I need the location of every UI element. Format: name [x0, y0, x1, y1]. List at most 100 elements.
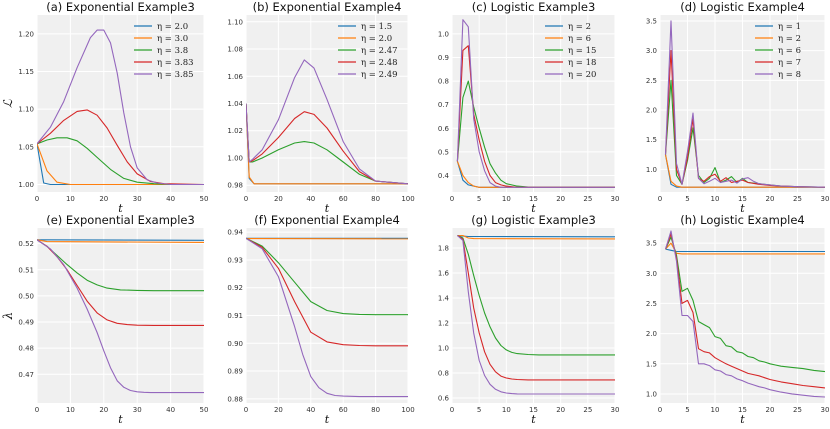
series-line — [246, 103, 408, 185]
x-tick-label: 15 — [738, 195, 747, 203]
x-tick-label: 25 — [793, 406, 802, 414]
x-tick-label: 15 — [738, 406, 747, 414]
y-tick-label: 1.06 — [227, 73, 243, 81]
x-tick-label: 20 — [274, 195, 283, 203]
series-line — [664, 154, 825, 188]
x-tick-label: 80 — [371, 406, 380, 414]
x-tick-label: 15 — [529, 406, 538, 414]
chart-panel: 0 10 20 30 40 50 0.47 0.48 0.49 0.50 0.51 0.52 (e) E… — [1, 213, 208, 426]
series-line — [665, 236, 825, 373]
chart-panel: 0 5 10 15 20 25 30 0.4 0.5 0.6 0.7 0.8 0.9 1.0 (c) Log… — [438, 0, 620, 215]
series-line — [457, 235, 615, 381]
series-group — [246, 59, 408, 185]
x-tick-label: 20 — [766, 195, 775, 203]
series-line — [456, 19, 615, 188]
x-tick-label: 5 — [477, 195, 481, 203]
legend: η = 1.5 η = 2.0 η = 2.47 η = 2.48 η = 2.49 — [338, 22, 398, 80]
series-line — [664, 230, 825, 398]
legend-entry: η = 1.5 — [361, 22, 392, 32]
legend-entry: η = 6 — [568, 34, 591, 44]
x-tick-label: 10 — [66, 406, 75, 414]
y-tick-label: 1.0 — [438, 30, 449, 38]
legend-entry: η = 2 — [568, 22, 591, 32]
x-axis-label: t — [531, 413, 536, 426]
y-tick-label: 0.8 — [438, 370, 449, 378]
series-line — [246, 103, 408, 185]
legend-entry: η = 7 — [778, 58, 801, 68]
x-tick-label: 30 — [133, 195, 142, 203]
series-line — [246, 237, 408, 316]
x-tick-label: 10 — [711, 195, 720, 203]
x-tick-label: 100 — [401, 195, 414, 203]
chart-panel: 0 5 10 15 20 25 30 1.0 1.5 2.0 2.5 3.0 3.5 (d) Logist… — [646, 0, 830, 215]
y-tick-label: 0.7 — [438, 101, 449, 109]
series-line — [457, 234, 615, 240]
legend-entry: η = 6 — [778, 46, 801, 56]
chart-panel: 0 5 10 15 20 25 30 1.0 1.5 2.0 2.5 3.0 3.5 (h) Logist… — [646, 213, 830, 426]
x-axis-label: t — [740, 202, 745, 215]
x-tick-label: 0 — [244, 406, 248, 414]
y-tick-label: 2.5 — [646, 77, 657, 85]
y-tick-label: 1.10 — [227, 18, 243, 26]
series-group — [664, 20, 825, 188]
x-axis-label: t — [740, 413, 745, 426]
series-line — [37, 137, 204, 186]
y-tick-label: 1.20 — [18, 30, 34, 38]
y-tick-label: 2.0 — [646, 107, 657, 115]
x-tick-label: 100 — [401, 406, 414, 414]
y-tick-label: 1.5 — [646, 360, 657, 368]
y-tick-label: 2.0 — [646, 330, 657, 338]
x-tick-label: 40 — [306, 406, 315, 414]
x-tick-label: 20 — [556, 195, 565, 203]
chart-panel: 0 10 20 30 40 50 1.00 1.05 1.10 1.15 1.20 (a) Expon… — [1, 0, 208, 215]
y-tick-label: 1.05 — [18, 143, 34, 151]
y-tick-label: 1.10 — [18, 106, 34, 114]
y-tick-label: 1.5 — [646, 136, 657, 144]
x-axis-label: t — [325, 413, 330, 426]
plot-area — [37, 15, 204, 192]
y-tick-label: 1.00 — [18, 181, 34, 189]
y-tick-label: 0.89 — [227, 368, 243, 376]
x-tick-label: 10 — [502, 406, 511, 414]
x-tick-label: 80 — [371, 195, 380, 203]
y-tick-label: 0.51 — [18, 266, 34, 274]
y-tick-label: 0.50 — [18, 292, 34, 300]
y-tick-label: 1.0 — [438, 345, 449, 353]
series-group — [37, 29, 204, 186]
series-group — [456, 19, 615, 188]
x-tick-label: 0 — [35, 406, 39, 414]
y-tick-label: 1.08 — [227, 46, 243, 54]
series-line — [37, 143, 204, 186]
y-tick-label: 0.93 — [227, 256, 243, 264]
y-tick-label: 0.91 — [227, 312, 243, 320]
x-tick-label: 25 — [793, 195, 802, 203]
plot-area — [37, 228, 204, 403]
legend-entry: η = 2.0 — [361, 34, 392, 44]
x-tick-label: 50 — [200, 406, 209, 414]
chart-panel: 0 20 40 60 80 100 0.98 1.00 1.02 1.04 1.06 1.08 1.10… — [227, 0, 414, 215]
legend-entry: η = 3.85 — [157, 70, 194, 80]
x-tick-label: 50 — [200, 195, 209, 203]
series-group — [664, 230, 825, 398]
legend-entry: η = 3.8 — [157, 46, 188, 56]
chart-title: (e) Exponential Example3 — [46, 213, 195, 227]
series-line — [664, 233, 825, 389]
legend-entry: η = 2.47 — [361, 46, 398, 56]
y-tick-label: 0.88 — [227, 395, 243, 403]
chart-title: (g) Logistic Example3 — [471, 213, 596, 227]
y-tick-label: 0.47 — [18, 371, 34, 379]
x-tick-label: 5 — [685, 406, 689, 414]
x-axis-label: t — [531, 202, 536, 215]
series-line — [246, 59, 408, 185]
series-group — [37, 239, 204, 394]
x-tick-label: 10 — [66, 195, 75, 203]
y-tick-label: 0.98 — [227, 182, 243, 190]
y-tick-label: 0.9 — [438, 54, 449, 62]
legend: η = 2 η = 6 η = 15 η = 18 η = 20 — [545, 22, 596, 80]
legend-entry: η = 20 — [568, 70, 596, 80]
y-tick-label: 0.6 — [438, 395, 450, 403]
y-tick-label: 1.8 — [438, 245, 449, 253]
y-tick-label: 0.48 — [18, 345, 34, 353]
series-line — [457, 234, 615, 356]
